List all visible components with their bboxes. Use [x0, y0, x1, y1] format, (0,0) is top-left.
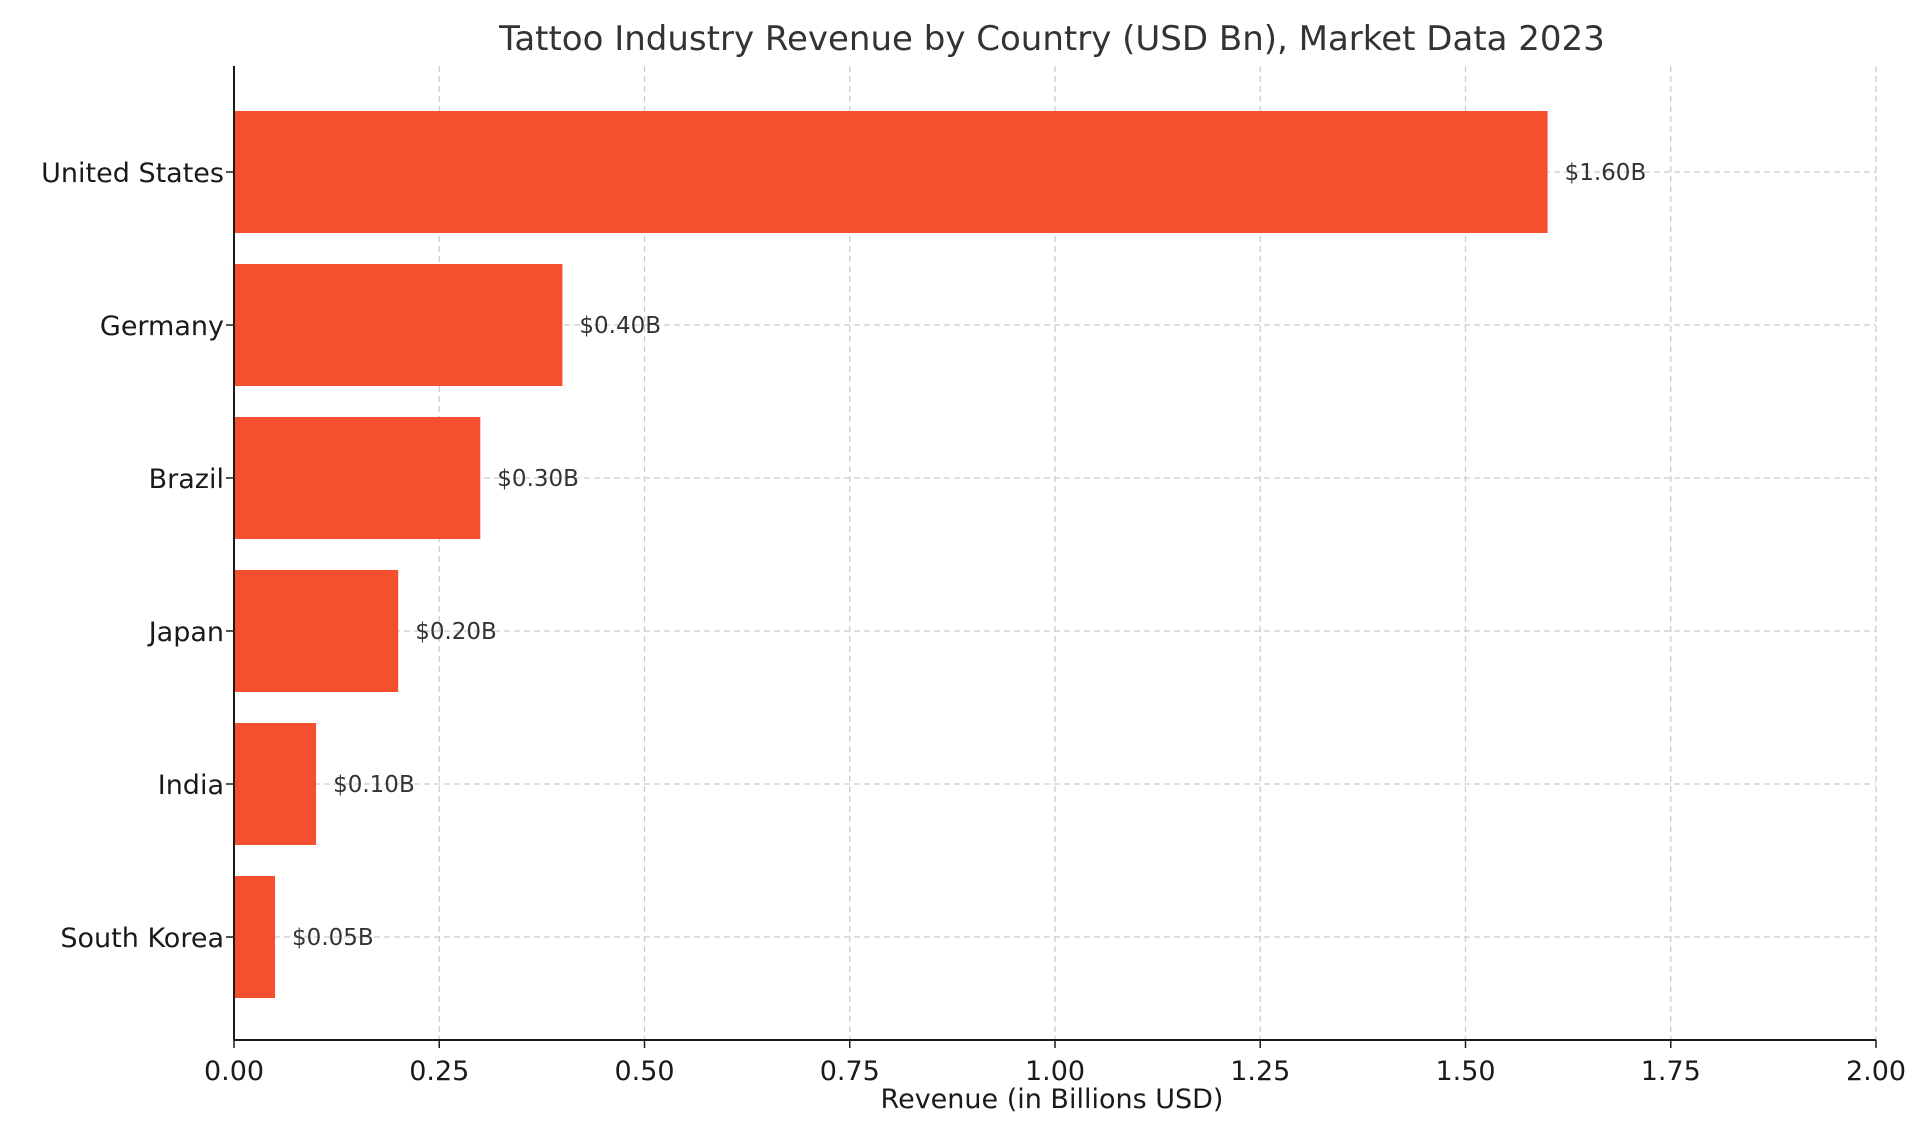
x-tick-label: 0.00 — [204, 1056, 264, 1087]
x-tick-label: 1.75 — [1641, 1056, 1701, 1087]
x-tick-label: 1.25 — [1230, 1056, 1290, 1087]
y-tick-label: Brazil — [149, 464, 224, 495]
y-tick-label: Japan — [147, 617, 224, 648]
bar — [234, 264, 563, 386]
x-tick-label: 1.50 — [1435, 1056, 1495, 1087]
bar — [234, 417, 481, 539]
data-label: $0.05B — [292, 925, 374, 951]
data-label: $0.20B — [415, 619, 497, 645]
x-tick-label: 0.50 — [614, 1056, 674, 1087]
x-tick-label: 0.25 — [409, 1056, 469, 1087]
chart-title: Tattoo Industry Revenue by Country (USD … — [498, 19, 1605, 59]
y-tick-label: India — [158, 770, 224, 801]
axes — [226, 66, 1877, 1048]
y-tick-label: South Korea — [60, 923, 224, 954]
data-label: $1.60B — [1565, 160, 1647, 186]
data-label: $0.10B — [333, 772, 415, 798]
x-tick-label: 2.00 — [1846, 1056, 1906, 1087]
x-tick-label: 1.00 — [1025, 1056, 1085, 1087]
x-axis-label: Revenue (in Billions USD) — [881, 1084, 1224, 1115]
labels: 0.00 0.25 0.50 0.75 1.00 1.25 1.50 1.75 2.00 Unit… — [41, 158, 1906, 1087]
bar — [234, 723, 317, 845]
data-label: $0.40B — [579, 313, 661, 339]
y-tick-label: United States — [41, 158, 224, 189]
data-label: $0.30B — [497, 466, 579, 492]
x-tick-label: 0.75 — [820, 1056, 880, 1087]
bar — [234, 570, 399, 692]
bars — [234, 111, 1548, 998]
y-tick-label: Germany — [100, 311, 224, 342]
bar — [234, 111, 1548, 233]
bar — [234, 876, 276, 998]
